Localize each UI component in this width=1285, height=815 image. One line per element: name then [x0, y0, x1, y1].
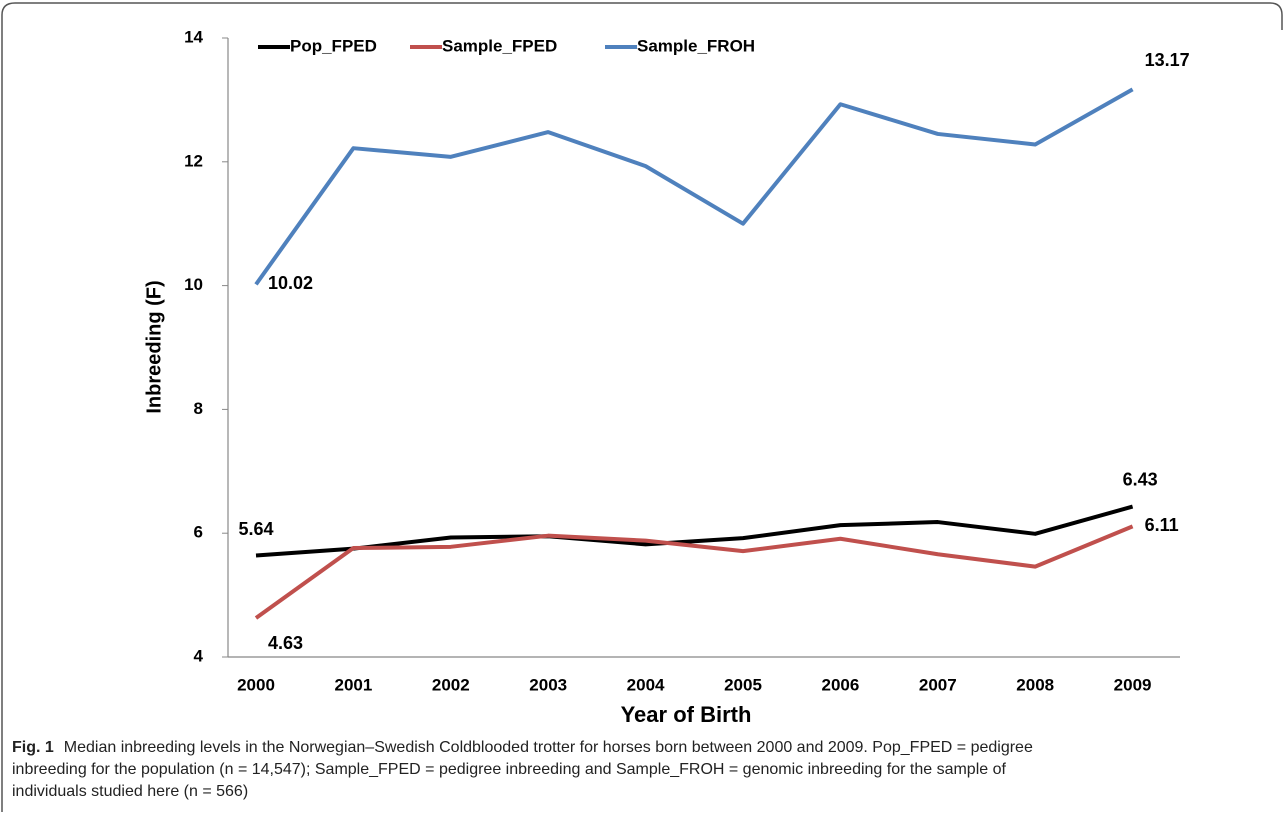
x-tick-label: 2004	[627, 675, 665, 694]
y-tick-label: 12	[184, 151, 203, 170]
caption-text: Median inbreeding levels in the Norwegia…	[64, 739, 1033, 756]
y-tick-label: 8	[194, 399, 203, 418]
caption-label: Fig. 1	[12, 739, 54, 756]
data-label: 6.43	[1123, 469, 1158, 489]
series-line	[254, 524, 1134, 620]
x-tick-label: 2000	[237, 675, 275, 694]
series-line	[255, 504, 1134, 558]
x-tick-label: 2003	[529, 675, 567, 694]
legend-label: Sample_FPED	[442, 36, 557, 55]
caption-line: Fig. 1 Median inbreeding levels in the No…	[12, 739, 1033, 756]
y-tick-label: 10	[184, 275, 203, 294]
x-tick-label: 2005	[724, 675, 762, 694]
caption-line: individuals studied here (n = 566)	[12, 783, 248, 800]
legend-label: Sample_FROH	[637, 36, 755, 55]
caption-line: inbreeding for the population (n = 14,54…	[12, 761, 1007, 778]
y-tick-label: 6	[194, 523, 203, 542]
x-tick-label: 2002	[432, 675, 470, 694]
x-tick-label: 2008	[1016, 675, 1054, 694]
data-label: 4.63	[268, 633, 303, 653]
legend-label: Pop_FPED	[290, 36, 377, 55]
data-label: 13.17	[1145, 50, 1190, 70]
y-tick-label: 4	[194, 646, 204, 665]
data-label: 10.02	[268, 273, 313, 293]
x-tick-label: 2006	[821, 675, 859, 694]
x-tick-label: 2001	[334, 675, 372, 694]
series-line	[254, 87, 1134, 286]
y-tick-label: 14	[184, 27, 203, 46]
y-axis-title: Inbreeding (F)	[143, 280, 165, 413]
x-tick-label: 2007	[919, 675, 957, 694]
data-label: 6.11	[1145, 515, 1179, 535]
data-label: 5.64	[238, 519, 273, 539]
x-axis-title: Year of Birth	[621, 702, 752, 727]
x-tick-label: 2009	[1114, 675, 1152, 694]
